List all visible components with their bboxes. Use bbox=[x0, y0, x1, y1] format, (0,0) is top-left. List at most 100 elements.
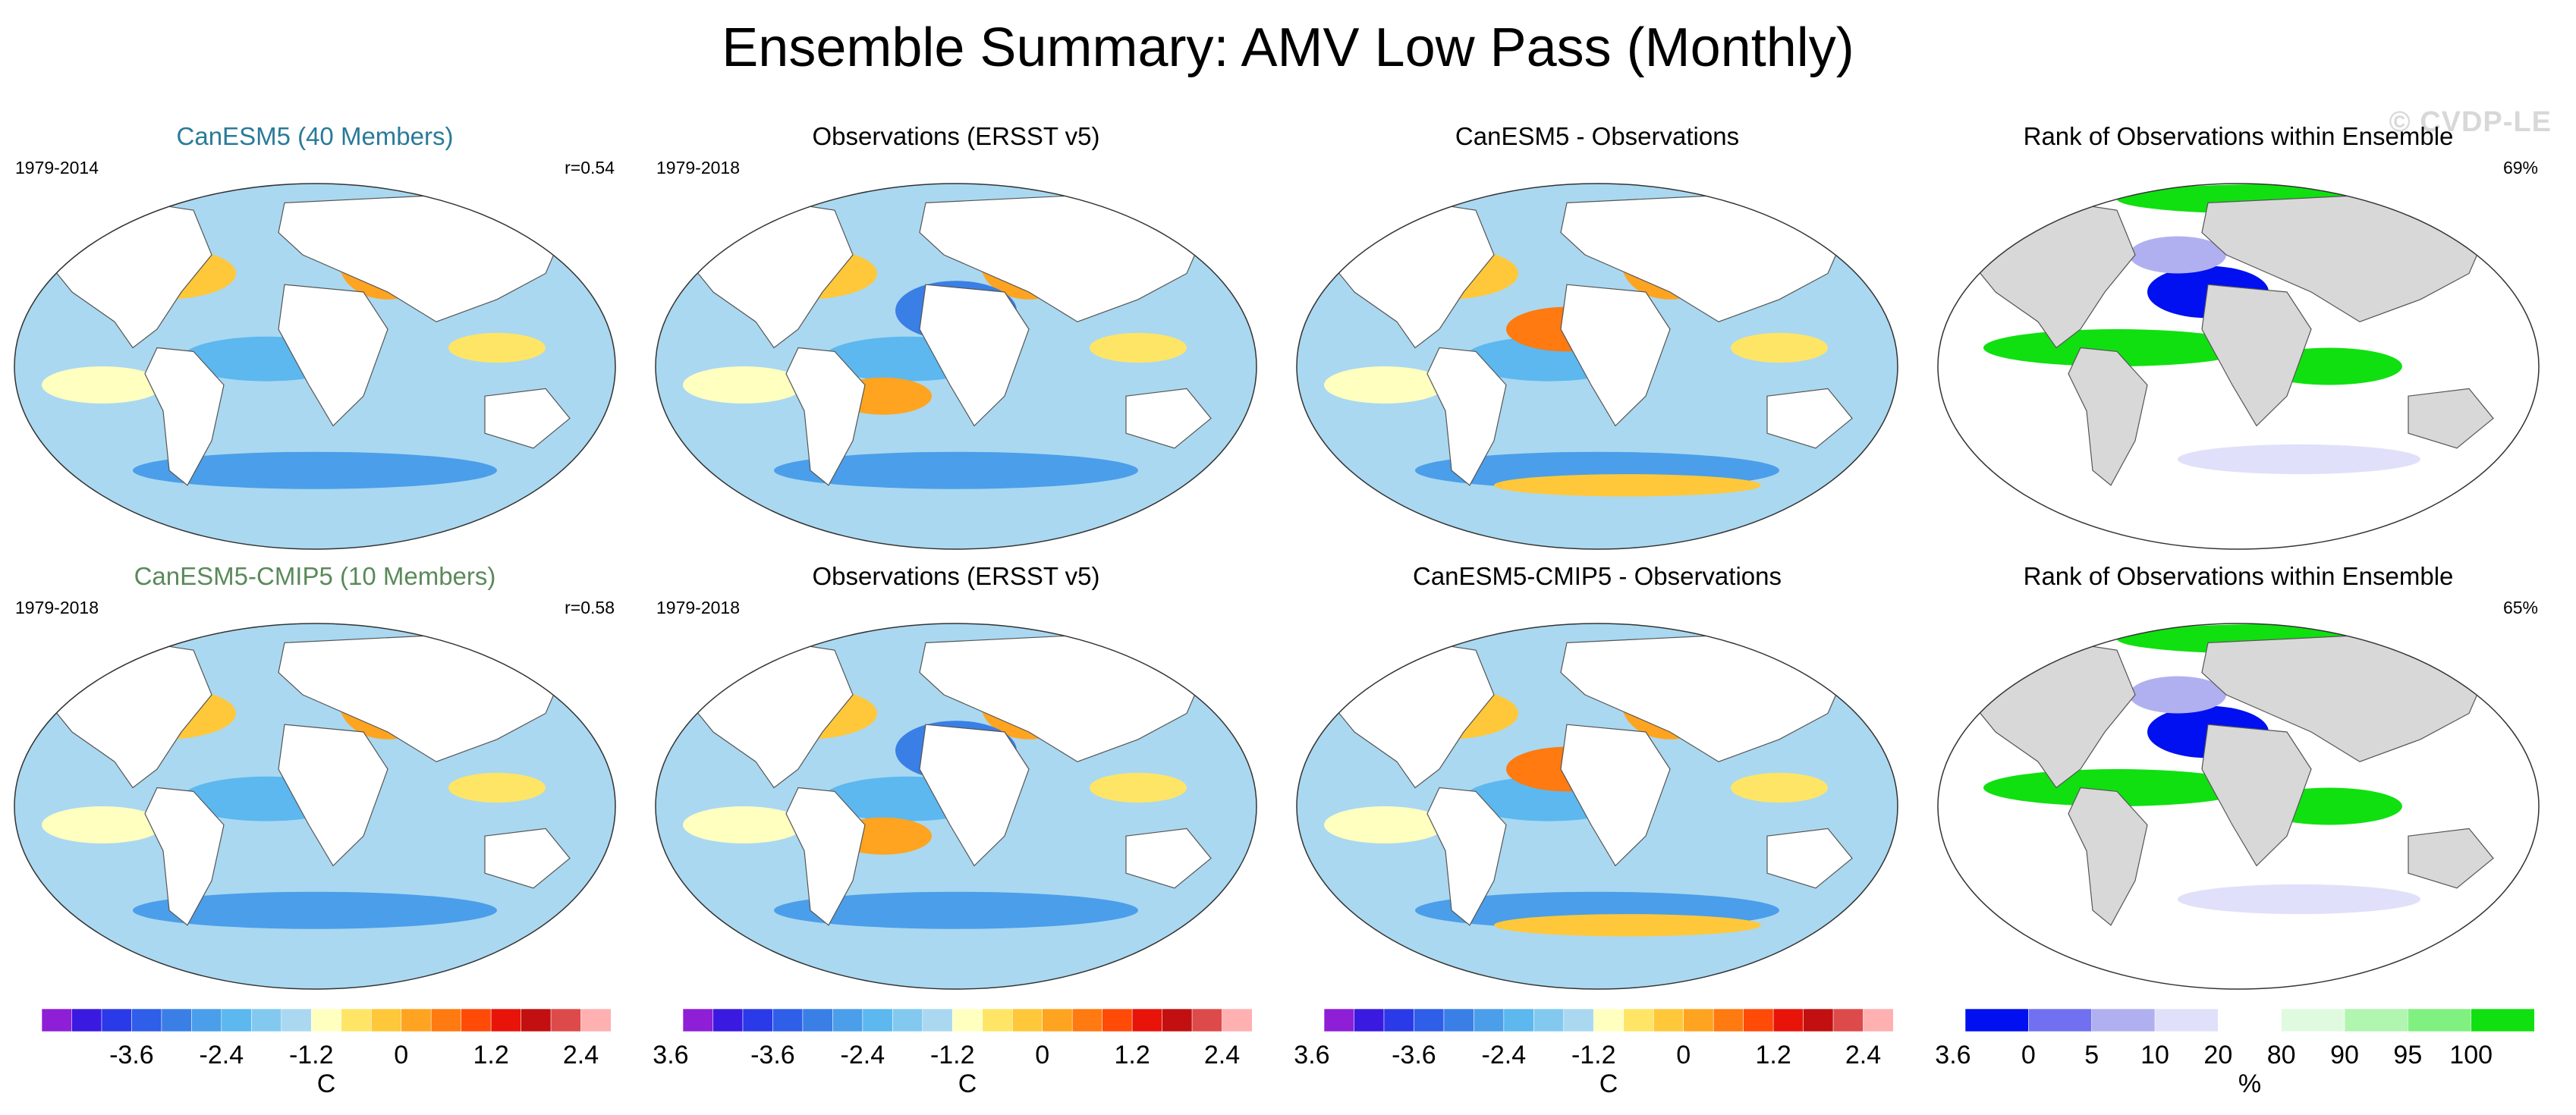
colorbar-tick-label: 3.6 bbox=[1935, 1041, 1971, 1069]
warm-bias-southern-ocean bbox=[1494, 474, 1761, 497]
colorbar-swatch bbox=[982, 1009, 1014, 1032]
map-border bbox=[14, 623, 616, 990]
land-samerica bbox=[785, 787, 866, 926]
colorbar-3: -3.6 -2.4 -1.2 0 1.2 2.4 3.6 C bbox=[1324, 1009, 1971, 1115]
map-border bbox=[655, 183, 1257, 550]
cool-anomaly-southern-ocean bbox=[133, 451, 497, 489]
land-africa bbox=[1560, 284, 1671, 427]
colorbar-swatch bbox=[131, 1009, 162, 1032]
colorbar-swatch bbox=[2281, 1009, 2345, 1032]
colorbar-swatch bbox=[490, 1009, 522, 1032]
warm-anomaly-south-atlantic bbox=[1090, 772, 1187, 803]
neutral-indian-ocean bbox=[1324, 366, 1445, 404]
panel-title: CanESM5-CMIP5 (10 Members) bbox=[134, 562, 496, 590]
colorbar-swatch bbox=[401, 1009, 432, 1032]
map-border bbox=[14, 183, 616, 550]
land-australia bbox=[1125, 388, 1212, 449]
colorbar-swatch bbox=[1832, 1009, 1864, 1032]
colorbar-swatch bbox=[281, 1009, 313, 1032]
cool-anomaly-southern-ocean bbox=[774, 451, 1138, 489]
colorbar-tick-label: -3.6 bbox=[750, 1041, 795, 1069]
colorbar-tick-label: 1.2 bbox=[1114, 1041, 1150, 1069]
land-africa bbox=[919, 284, 1030, 427]
map-border bbox=[1937, 183, 2540, 550]
land-samerica bbox=[144, 787, 225, 926]
panel-title: Rank of Observations within Ensemble bbox=[2023, 562, 2454, 590]
colorbar-tick-label: 0 bbox=[1035, 1041, 1050, 1069]
colorbar-tick-label: -2.4 bbox=[840, 1041, 885, 1069]
rank-mid-southern bbox=[2178, 884, 2420, 915]
colorbar-swatch bbox=[1863, 1009, 1893, 1032]
colorbar-swatch bbox=[892, 1009, 923, 1032]
colorbar-swatch bbox=[2344, 1009, 2409, 1032]
neutral-indian-ocean bbox=[683, 366, 804, 404]
warm-bias-southern-ocean bbox=[1494, 914, 1761, 937]
colorbar-swatch bbox=[712, 1009, 744, 1032]
colorbar-swatch bbox=[550, 1009, 582, 1032]
colorbar-swatch bbox=[430, 1009, 462, 1032]
colorbar-tick-label: 95 bbox=[2393, 1041, 2423, 1069]
land-australia bbox=[1766, 388, 1853, 449]
colorbar-swatch bbox=[1222, 1009, 1252, 1032]
warm-anomaly-south-atlantic bbox=[1090, 332, 1187, 363]
colorbar-swatch bbox=[2154, 1009, 2219, 1032]
colorbar-swatch bbox=[370, 1009, 402, 1032]
colorbar-tick-label: -3.6 bbox=[1392, 1041, 1436, 1069]
colorbar-swatch bbox=[1503, 1009, 1535, 1032]
world-map bbox=[14, 183, 616, 550]
colorbar-tick-label: 90 bbox=[2330, 1041, 2359, 1069]
colorbar-4: 0 5 10 20 80 90 95 100% bbox=[1965, 1009, 2542, 1115]
colorbar-tick-label: 1.2 bbox=[473, 1041, 509, 1069]
land-samerica bbox=[144, 347, 225, 486]
colorbar-swatch bbox=[2471, 1009, 2534, 1032]
map-panel-r2c3: CanESM5-CMIP5 - Observations bbox=[1282, 561, 1912, 990]
world-map bbox=[14, 623, 616, 990]
warm-anomaly-south-atlantic bbox=[1731, 332, 1828, 363]
warm-anomaly-south-atlantic bbox=[448, 332, 546, 363]
colorbar-swatch bbox=[1071, 1009, 1103, 1032]
colorbar-swatch bbox=[1683, 1009, 1714, 1032]
colorbar-swatch bbox=[862, 1009, 894, 1032]
colorbar-swatch bbox=[461, 1009, 492, 1032]
colorbar-swatch bbox=[341, 1009, 373, 1032]
land-samerica bbox=[2068, 787, 2148, 926]
colorbar-tick-label: 0 bbox=[1676, 1041, 1691, 1069]
colorbar-swatch bbox=[951, 1009, 983, 1032]
map-border bbox=[655, 623, 1257, 990]
land-samerica bbox=[1426, 347, 1507, 486]
colorbar-swatch bbox=[1383, 1009, 1415, 1032]
rank-mid-southern bbox=[2178, 444, 2420, 475]
stat-label: 65% bbox=[2502, 598, 2538, 617]
colorbar-swatch bbox=[71, 1009, 102, 1032]
colorbar-tick-label: 0 bbox=[394, 1041, 409, 1069]
panel-title: CanESM5 - Observations bbox=[1455, 122, 1740, 150]
colorbar-unit-label: % bbox=[2238, 1069, 2262, 1098]
warm-anomaly-south-atlantic bbox=[1731, 772, 1828, 803]
colorbar-swatch bbox=[1593, 1009, 1625, 1032]
colorbar-swatch bbox=[1623, 1009, 1655, 1032]
colorbar-swatch bbox=[832, 1009, 863, 1032]
panel-title: CanESM5-CMIP5 - Observations bbox=[1413, 562, 1782, 590]
colorbar-swatch bbox=[2408, 1009, 2472, 1032]
colorbar-swatch bbox=[1011, 1009, 1043, 1032]
map-border bbox=[1296, 623, 1898, 990]
map-panel-r2c1: CanESM5-CMIP5 (10 Members) 1979-2018 r=0.5… bbox=[0, 561, 630, 990]
colorbar-tick-label: -3.6 bbox=[109, 1041, 154, 1069]
colorbar-swatch bbox=[101, 1009, 133, 1032]
colorbar-swatch bbox=[1324, 1009, 1355, 1032]
panel-title: CanESM5 (40 Members) bbox=[176, 122, 454, 150]
neutral-indian-ocean bbox=[1324, 806, 1445, 843]
colorbar-swatch bbox=[742, 1009, 774, 1032]
land-africa bbox=[278, 724, 388, 867]
colorbar-tick-label: -2.4 bbox=[199, 1041, 244, 1069]
colorbar-tick-label: 10 bbox=[2140, 1041, 2169, 1069]
period-label: 1979-2018 bbox=[15, 598, 99, 617]
map-panel-r1c2: Observations (ERSST v5) 1979-2018 bbox=[641, 121, 1271, 550]
land-australia bbox=[2408, 388, 2494, 449]
colorbar-swatches bbox=[1965, 1009, 2534, 1032]
colorbar-tick-label: -1.2 bbox=[929, 1041, 975, 1069]
colorbar-swatch bbox=[580, 1009, 611, 1032]
period-label: 1979-2018 bbox=[656, 598, 740, 617]
period-label: 1979-2018 bbox=[656, 158, 740, 177]
colorbar-tick-label: 5 bbox=[2084, 1041, 2099, 1069]
